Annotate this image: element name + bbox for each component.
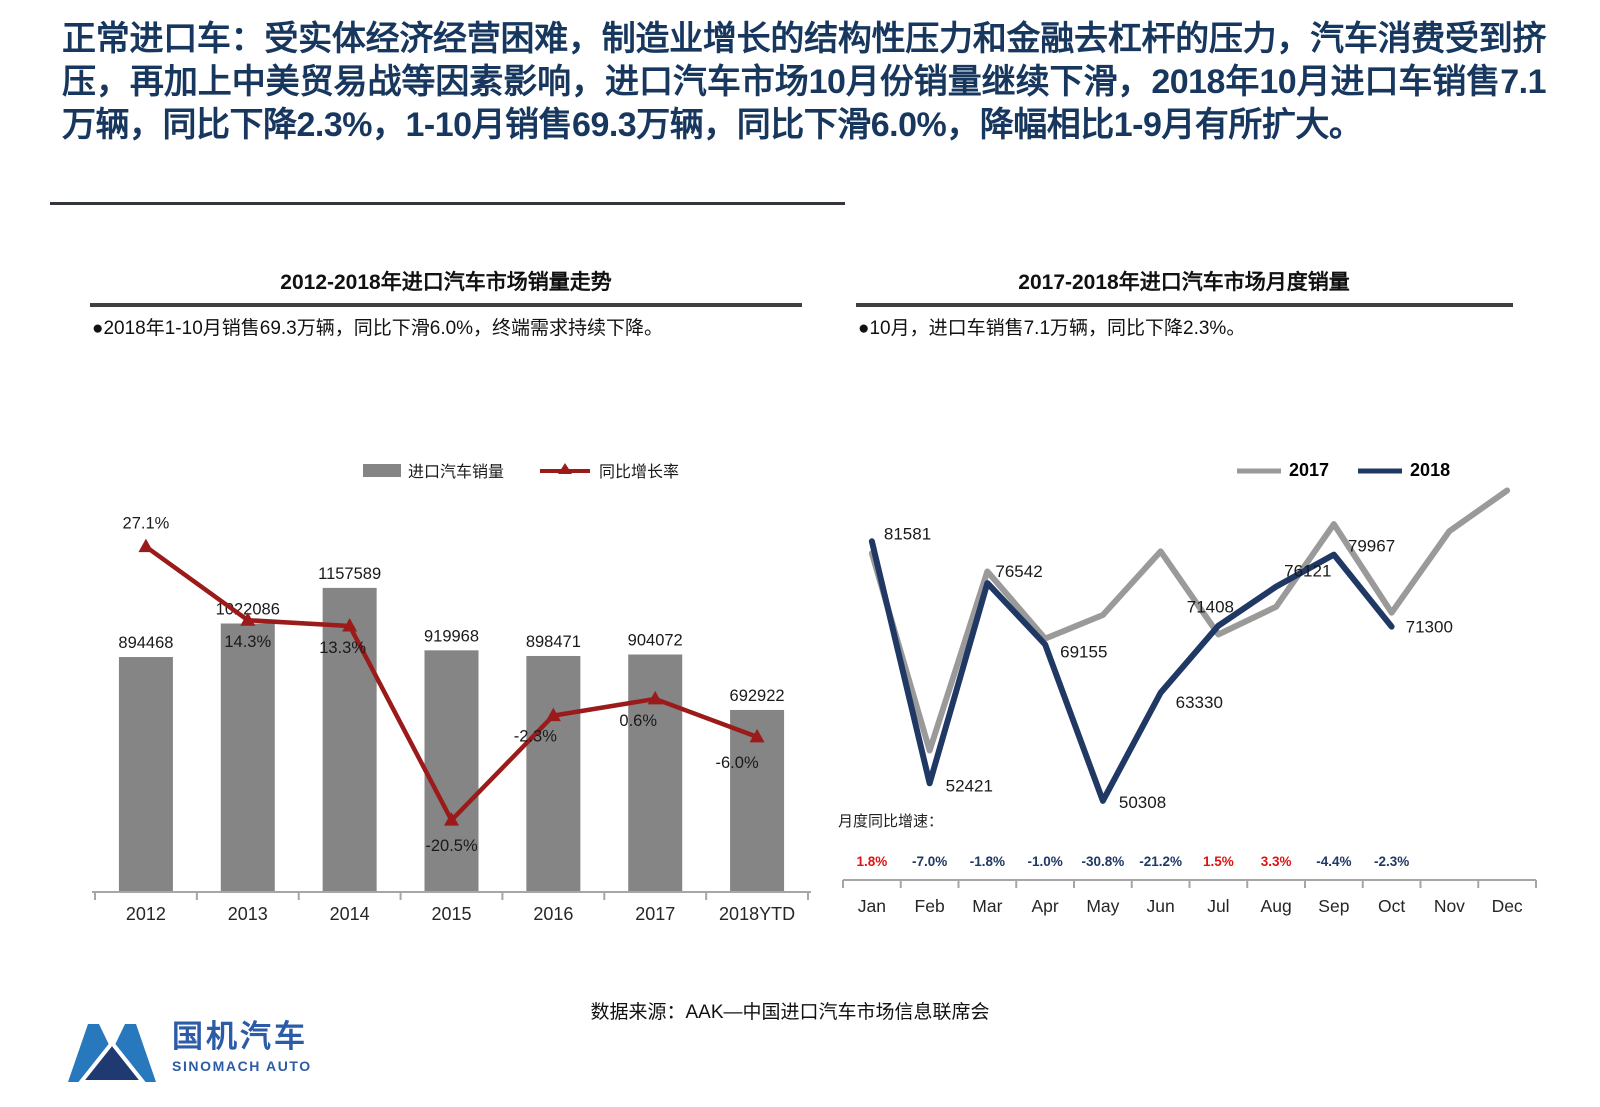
x-axis-label: Apr (1032, 896, 1059, 916)
series-2017-line (868, 487, 1511, 754)
bar-value-label: 904072 (628, 632, 683, 650)
data-source-text: 数据来源：AAK—中国进口汽车市场信息联席会 (590, 1002, 990, 1023)
monthly-yoy-value: -4.4% (1316, 854, 1351, 869)
triangle-marker (138, 538, 154, 553)
line-triangle-swatch (540, 463, 591, 474)
left-bullet-text: ●2018年1-10月销售69.3万辆，同比下滑6.0%，终端需求持续下降。 (92, 318, 664, 339)
left-chart-legend: 进口汽车销量 同比增长率 (363, 458, 679, 482)
x-axis-label: Jun (1147, 896, 1175, 916)
point-value-label: 50308 (1119, 793, 1166, 812)
left-title-rule (90, 303, 802, 307)
triangle-marker (240, 612, 256, 626)
right-bullet-text: ●10月，进口车销售7.1万辆，同比下降2.3%。 (858, 318, 1246, 339)
right-chart-legend: 2017 2018 (1236, 460, 1450, 481)
x-axis-label: Jul (1207, 896, 1229, 916)
monthly-yoy-value: -21.2% (1139, 854, 1182, 869)
monthly-yoy-caption: 月度同比增速： (838, 813, 943, 830)
bar (220, 623, 275, 892)
legend-bar-label: 进口汽车销量 (408, 464, 505, 481)
point-value-label: 63330 (1176, 693, 1223, 712)
x-axis-label: Dec (1492, 896, 1523, 916)
x-axis-label: Mar (972, 896, 1002, 916)
legend-item-2017: 2017 (1236, 460, 1329, 481)
page-title: 正常进口车：受实体经济经营困难，制造业增长的结构性压力和金融去杠杆的压力，汽车消… (62, 20, 1547, 144)
x-axis-label: 2016 (533, 904, 573, 924)
monthly-yoy-value: -1.8% (970, 854, 1005, 869)
triangle-marker (545, 707, 561, 722)
point-value-label: 71300 (1406, 618, 1453, 637)
logo-cn-text: 国机汽车 (172, 1019, 308, 1054)
monthly-yoy-value: -7.0% (912, 854, 947, 869)
bar (526, 655, 581, 892)
bar (322, 587, 377, 892)
legend-line-label: 同比增长率 (599, 464, 680, 481)
bar-value-label: 919968 (424, 627, 479, 645)
line-2018-swatch (1358, 468, 1403, 473)
legend-2018-label: 2018 (1410, 460, 1451, 480)
monthly-yoy-value: -1.0% (1027, 854, 1062, 869)
header-underline (50, 202, 845, 205)
bar (628, 654, 683, 892)
legend-2017-label: 2017 (1289, 460, 1330, 480)
logo-en-text: SINOMACH AUTO (172, 1058, 312, 1074)
x-axis-label: 2012 (126, 904, 166, 924)
x-axis-label: Nov (1434, 896, 1465, 916)
triangle-marker (749, 728, 765, 743)
x-axis-label: 2017 (635, 904, 675, 924)
pct-label: 27.1% (123, 515, 170, 533)
monthly-yoy-value: 1.5% (1203, 854, 1234, 869)
pct-label: -20.5% (425, 837, 478, 855)
right-chart-title: 2017-2018年进口汽车市场月度销量 (1018, 271, 1350, 294)
bar (424, 650, 479, 892)
triangle-marker (342, 617, 358, 632)
legend-item-2018: 2018 (1357, 460, 1450, 481)
pct-label: 0.6% (619, 712, 657, 730)
x-axis-label: 2018YTD (719, 904, 795, 924)
monthly-yoy-value: -2.3% (1374, 854, 1409, 869)
sinomach-mountain-icon (68, 1024, 156, 1084)
series-2018-line (868, 538, 1395, 804)
monthly-yoy-value: -30.8% (1081, 854, 1124, 869)
company-logo: 国机汽车 SINOMACH AUTO (66, 1020, 312, 1084)
logo-text-block: 国机汽车 SINOMACH AUTO (172, 1019, 312, 1075)
legend-item-sales: 进口汽车销量 (363, 458, 504, 482)
bar-value-label: 894468 (118, 634, 173, 652)
pct-label: 14.3% (224, 633, 271, 651)
triangle-marker (444, 812, 459, 826)
point-value-label: 69155 (1060, 642, 1107, 661)
monthly-yoy-value: 1.8% (856, 854, 887, 869)
x-axis-label: Aug (1261, 896, 1292, 916)
bar-value-label: 1022086 (216, 600, 280, 618)
charts-canvas: 894468 1022086 1157589 919968 898471 904072 69… (92, 487, 1537, 924)
x-axis-label: Sep (1318, 896, 1349, 916)
legend-item-growth: 同比增长率 (538, 458, 679, 482)
x-axis-label: 2014 (330, 904, 370, 924)
point-value-label: 81581 (884, 524, 931, 543)
monthly-yoy-value: 3.3% (1261, 854, 1292, 869)
point-value-label: 76121 (1284, 562, 1331, 581)
bar-value-label: 692922 (730, 687, 785, 705)
bar (118, 657, 173, 892)
x-axis-label: May (1086, 896, 1119, 916)
point-value-label: 76542 (995, 562, 1042, 581)
pct-label: -2.3% (514, 728, 557, 746)
right-title-rule (856, 303, 1513, 307)
point-value-label: 79967 (1348, 537, 1395, 556)
point-value-label: 52421 (946, 776, 993, 795)
x-axis-label: Feb (915, 896, 945, 916)
point-value-label: 71408 (1187, 598, 1234, 617)
x-axis-label: 2013 (228, 904, 268, 924)
bar-swatch (363, 463, 401, 477)
line-2017-swatch (1237, 468, 1281, 473)
pct-label: 13.3% (319, 639, 366, 657)
bar-value-label: 1157589 (318, 565, 381, 583)
triangle-marker (647, 690, 663, 705)
x-axis-label: 2015 (431, 904, 471, 924)
pct-label: -6.0% (716, 754, 759, 772)
left-chart-title: 2012-2018年进口汽车市场销量走势 (280, 271, 612, 294)
x-axis-label: Jan (858, 896, 886, 916)
x-axis-label: Oct (1378, 896, 1405, 916)
bar-value-label: 898471 (526, 633, 581, 651)
